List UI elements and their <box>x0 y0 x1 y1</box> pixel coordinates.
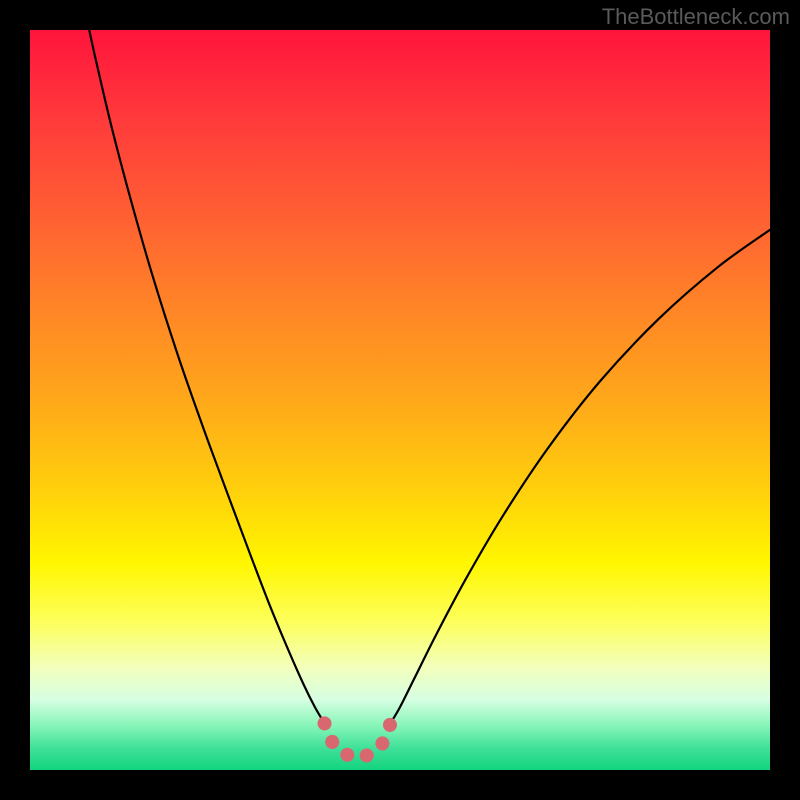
valley-highlight-path <box>325 723 391 757</box>
curve-layer <box>30 30 770 770</box>
v-curve-right <box>390 230 770 724</box>
plot-area <box>30 30 770 770</box>
v-curve-left <box>89 30 324 723</box>
figure-root: { "figure": { "type": "line", "width_px"… <box>0 0 800 800</box>
watermark-text: TheBottleneck.com <box>602 4 790 30</box>
